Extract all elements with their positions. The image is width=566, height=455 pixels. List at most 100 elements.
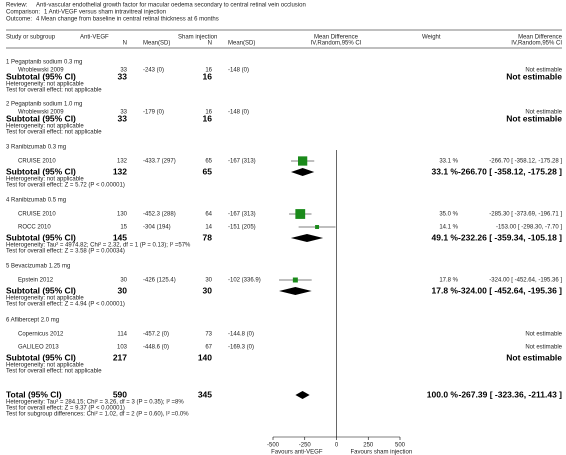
n: 67 [205,345,212,351]
n: 590 [113,389,127,399]
col-header: IV,Random,95% CI [511,41,562,47]
effect: -324.00 [ -452.64, -195.36 ] [489,278,562,284]
mean-sd: -433.7 (297) [143,159,176,165]
n: 15 [120,225,127,231]
effect: -153.00 [ -298.30, -7.70 ] [496,225,562,231]
heterogeneity: Heterogeneity: not applicable [6,296,84,302]
n: 16 [205,110,212,116]
study-name: Copernicus 2012 [18,332,64,338]
subgroup-differences: Test for subgroup differences: Chi² = 1.… [6,412,189,418]
col-header: Anti-VEGF [80,35,109,41]
comparison-text: 1 Anti-VEGF versus sham intravitreal inj… [44,10,166,16]
col-header: N [123,41,127,47]
n: 33 [120,68,127,74]
mean-sd: -148 (0) [228,110,249,116]
col-header: Weight [422,35,441,41]
effect: Not estimable [525,110,562,116]
heterogeneity: Heterogeneity: not applicable [6,82,84,88]
overall-effect: Test for overall effect: Z = 4.94 (P < 0… [6,302,125,308]
mean-sd: -151 (205) [228,225,256,231]
effect: Not estimable [506,113,562,123]
n: 132 [113,166,127,176]
favours-right: Favours sham injection [351,450,413,455]
n: 14 [205,225,212,231]
overall-effect: Test for overall effect: Z = 3.58 (P = 0… [6,249,125,255]
overall-effect: Test for overall effect: Z = 5.72 (P < 0… [6,183,125,189]
col-header: Sham injection [178,35,217,41]
mean-sd: -102 (336.9) [228,278,261,284]
group-title: 2 Pegaptanib sodium 1.0 mg [6,102,82,108]
study-name: Epstein 2012 [18,278,54,284]
n: 33 [120,110,127,116]
comparison-label: Comparison: [6,10,40,16]
n: 78 [203,232,213,242]
col-header: IV,Random,95% CI [311,41,362,47]
n: 16 [203,113,213,123]
mean-sd: -448.6 (0) [143,345,169,351]
col-header: Mean(SD) [228,41,255,47]
heterogeneity: Heterogeneity: Tau² = 284.15; Chi² = 3.2… [6,400,184,406]
weight: 14.1 % [439,225,458,231]
col-header: Study or subgroup [6,35,56,41]
outcome-label: Outcome: [6,17,32,23]
overall-effect: Test for overall effect: Z = 9.37 (P < 0… [6,406,125,412]
group-title: 3 Ranibizumab 0.3 mg [6,145,66,151]
review-label: Review: [6,3,28,9]
heterogeneity: Heterogeneity: Tau² = 4974.82; Chi² = 2.… [6,243,191,249]
subtotal-label: Subtotal (95% CI) [6,166,76,176]
weight: 49.1 % [432,232,459,242]
weight: 33.1 % [432,166,459,176]
effect: -266.70 [ -358.12, -175.28 ] [489,159,562,165]
mean-sd: -169.3 (0) [228,345,254,351]
review-text: Anti-vascular endothelial growth factor … [36,3,306,9]
effect: Not estimable [506,352,562,362]
n: 103 [117,345,128,351]
mean-sd: -457.2 (0) [143,332,169,338]
mean-sd: -148 (0) [228,68,249,74]
n: 16 [205,68,212,74]
n: 114 [117,332,127,338]
study-name: CRUISE 2010 [18,212,56,218]
effect: Not estimable [525,68,562,74]
n: 30 [203,285,213,295]
study-name: Wroblewski 2009 [18,110,64,116]
x-tick-label: 0 [335,443,339,449]
subtotal-label: Subtotal (95% CI) [6,232,76,242]
group-title: 4 Ranibizumab 0.5 mg [6,198,66,204]
col-header: N [208,41,212,47]
n: 140 [198,352,212,362]
n: 65 [203,166,213,176]
n: 132 [117,159,128,165]
col-header: Mean Difference [314,35,359,41]
subtotal-label: Subtotal (95% CI) [6,352,76,362]
n: 64 [205,212,212,218]
overall-effect: Test for overall effect: not applicable [6,369,102,375]
study-square [295,209,306,219]
x-tick-label: 250 [363,443,374,449]
effect: Not estimable [525,345,562,351]
n: 73 [205,332,212,338]
outcome-text: 4 Mean change from baseline in central r… [36,17,219,23]
study-square [315,225,320,229]
group-title: 6 Aflibercept 2.0 mg [6,318,59,324]
study-name: CRUISE 2010 [18,159,56,165]
weight: 100.0 % [427,389,459,399]
effect: -324.00 [ -452.64, -195.36 ] [458,285,562,295]
group-title: 5 Bevacizumab 1.25 mg [6,264,70,270]
overall-effect: Test for overall effect: not applicable [6,130,102,136]
mean-sd: -167 (313) [228,212,256,218]
overall-effect: Test for overall effect: not applicable [6,88,102,94]
heterogeneity: Heterogeneity: not applicable [6,124,84,130]
effect: -285.30 [ -373.69, -196.71 ] [489,212,562,218]
col-header: Mean Difference [518,35,563,41]
n: 345 [198,389,212,399]
n: 130 [117,212,128,218]
x-tick-label: -500 [267,443,280,449]
subtotal-label: Subtotal (95% CI) [6,71,76,81]
mean-sd: -179 (0) [143,110,164,116]
group-title: 1 Pegaptanib sodium 0.3 mg [6,60,82,66]
effect: -266.70 [ -358.12, -175.28 ] [458,166,562,176]
weight: 17.8 % [439,278,458,284]
study-square [292,277,298,283]
effect: Not estimable [525,332,562,338]
